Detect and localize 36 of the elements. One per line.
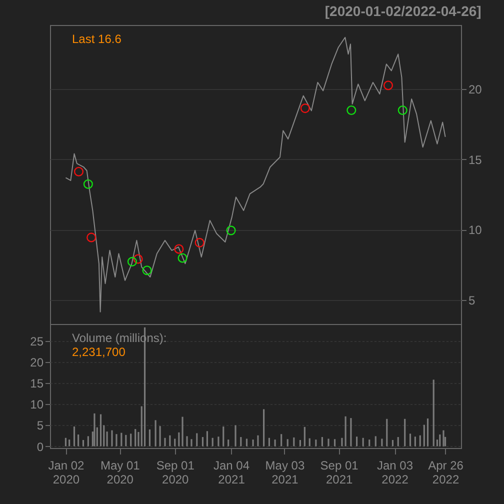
x-tick-label: Jan 04 2021 [214, 458, 250, 486]
point [226, 226, 236, 236]
x-tick-label: Apr 26 2022 [428, 458, 464, 486]
x-tick-label: Jan 02 2020 [48, 458, 85, 486]
y-tick-label: 5 [468, 294, 476, 308]
y-tick-label: 15 [468, 152, 482, 167]
y-tick-label: 10 [468, 223, 482, 238]
y-tick-label: 20 [468, 82, 482, 97]
point [83, 179, 93, 189]
point [133, 254, 143, 264]
x-tick-label: May 03 2021 [265, 458, 305, 486]
y-tick-label: 10 [30, 398, 44, 412]
point [194, 238, 204, 248]
point [127, 256, 137, 266]
y-tick-label: 5 [36, 418, 44, 433]
point [398, 105, 408, 116]
annotation: Last 16.6 [72, 32, 122, 46]
point [142, 266, 152, 276]
point [346, 105, 356, 116]
point [178, 253, 188, 263]
x-tick-label: May 01 2020 [100, 458, 140, 486]
point [74, 166, 84, 176]
annotation: 2,231,700 [72, 345, 126, 359]
x-tick-label: Sep 01 2020 [156, 458, 195, 486]
y-tick-label: 20 [30, 355, 44, 370]
point [300, 104, 310, 114]
point [383, 80, 394, 90]
x-tick-label: Sep 01 2021 [320, 458, 359, 486]
chart-title: [2020-01-02/2022-04-26] [324, 3, 482, 19]
y-tick-label: 15 [30, 376, 44, 391]
y-tick-label: 25 [30, 334, 44, 348]
y-tick-label: 0 [36, 440, 44, 454]
point [86, 232, 96, 242]
x-tick-label: Jan 03 2022 [377, 458, 414, 486]
point [174, 244, 184, 254]
line-series [65, 36, 446, 312]
